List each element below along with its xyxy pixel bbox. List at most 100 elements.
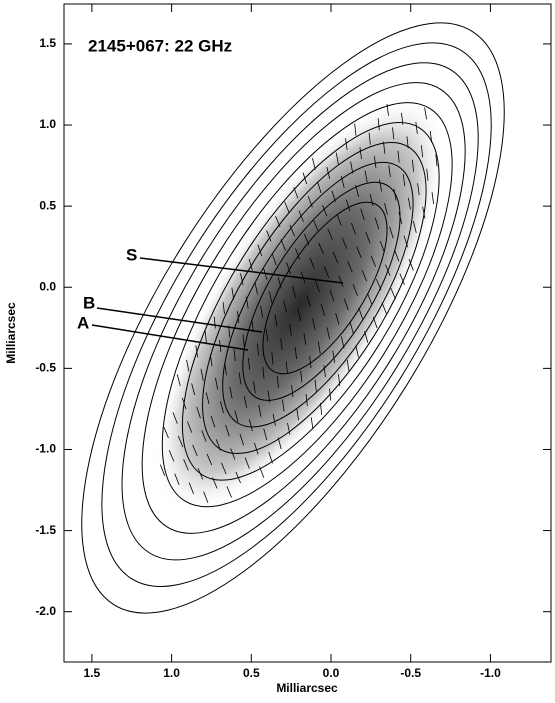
polarization-vector — [280, 338, 283, 351]
polarization-vector — [302, 172, 308, 185]
y-tick-label: -2.0 — [35, 604, 56, 618]
polarization-vector — [192, 444, 198, 457]
polarization-vector — [332, 251, 339, 264]
polarization-vector — [262, 366, 265, 379]
polarization-vector — [367, 293, 373, 305]
polarization-vector — [329, 289, 335, 302]
polarization-vector — [355, 185, 359, 197]
polarization-vector — [397, 150, 400, 163]
polarization-vector — [317, 181, 322, 194]
polarization-vector — [289, 224, 295, 237]
polarization-vector — [285, 361, 288, 374]
polarization-vector — [257, 343, 260, 356]
polarization-vector — [435, 154, 438, 167]
polarization-vector — [352, 284, 358, 296]
polarization-vector — [354, 123, 357, 136]
polarization-vector — [289, 323, 292, 336]
polarization-vector — [292, 285, 297, 298]
polarization-vector — [283, 300, 287, 313]
polarization-vector — [280, 239, 286, 251]
polarization-vector — [332, 350, 336, 363]
y-tick-label: 1.5 — [39, 36, 56, 50]
contour — [222, 161, 414, 428]
x-tick-label: 1.0 — [163, 666, 180, 680]
polarization-vector — [310, 417, 314, 430]
polarization-vector — [347, 260, 353, 273]
polarization-vector — [296, 408, 299, 421]
polarization-vector — [358, 307, 364, 320]
y-tick-label: 0.0 — [39, 279, 56, 293]
title: 2145+067: 22 GHz — [88, 36, 232, 55]
label-a: A — [77, 313, 89, 332]
y-tick-label: 1.0 — [39, 117, 56, 131]
polarization-vector — [307, 195, 313, 208]
polarization-vector — [163, 426, 169, 439]
polarization-vector — [268, 451, 273, 464]
polarization-vector — [309, 356, 312, 369]
polarization-vector — [317, 341, 321, 354]
polarization-vector — [431, 192, 435, 205]
polarization-vector — [351, 223, 357, 235]
polarization-vector — [248, 419, 253, 432]
x-tick-label: 0.5 — [243, 666, 260, 680]
polarization-vector — [298, 210, 304, 222]
polarization-vector — [263, 428, 268, 441]
polarization-vector — [275, 215, 281, 228]
polarization-vector — [408, 259, 414, 271]
polarization-vector — [336, 214, 342, 226]
x-axis-label: Milliarcsec — [276, 681, 338, 695]
polarization-vector — [187, 421, 193, 433]
polarization-vector — [399, 273, 405, 285]
polarization-vector — [394, 250, 400, 262]
polarization-vector — [225, 424, 230, 437]
polarization-vector — [259, 466, 265, 478]
y-tick-label: -1.5 — [35, 523, 56, 537]
polarization-vector — [229, 386, 233, 399]
pointer-b — [96, 307, 263, 333]
polarization-vector — [237, 311, 240, 324]
polarization-vector — [242, 334, 245, 347]
polarization-vector — [368, 132, 371, 145]
polarization-vector — [181, 397, 187, 410]
polarization-vector — [322, 205, 328, 217]
polarization-vector — [345, 138, 348, 151]
label-s: S — [126, 245, 137, 264]
polarization-vector — [224, 363, 227, 376]
polarization-vector — [314, 379, 317, 392]
polarization-vector — [271, 352, 274, 365]
polarization-vector — [248, 258, 253, 271]
x-tick-label: -1.0 — [480, 666, 501, 680]
contour — [181, 122, 440, 481]
polarization-vector — [426, 168, 429, 181]
polarization-vector — [230, 448, 236, 460]
polarization-vector — [303, 233, 310, 246]
polarization-vector — [315, 280, 320, 293]
polarization-vector — [424, 107, 428, 120]
polarization-vector — [422, 206, 426, 219]
polarization-vector — [238, 372, 242, 385]
polarization-vector — [313, 219, 319, 231]
y-tick-label: -0.5 — [35, 361, 56, 375]
polarization-vector — [406, 136, 409, 149]
polarization-vector — [365, 232, 371, 244]
polarization-vector — [266, 230, 272, 242]
polarization-vector — [393, 188, 397, 201]
polarization-vector — [429, 130, 433, 143]
x-tick-label: -0.5 — [400, 666, 421, 680]
polarization-vector — [244, 457, 250, 469]
polarization-vector — [379, 179, 383, 192]
y-tick-label: 0.5 — [39, 198, 56, 212]
polarization-vector — [412, 221, 417, 233]
polarization-vector — [287, 422, 291, 435]
polarization-vector — [345, 199, 351, 212]
pointer-s — [139, 257, 344, 284]
polarization-vector — [309, 257, 315, 269]
polarization-vector — [220, 401, 224, 414]
y-tick-label: -1.0 — [35, 442, 56, 456]
polarization-vector — [205, 392, 210, 405]
polarization-vector — [293, 186, 299, 199]
polarization-vector — [385, 264, 391, 276]
polarization-vector — [174, 473, 180, 486]
polarization-vector — [210, 415, 216, 428]
polarization-vector — [291, 384, 294, 397]
